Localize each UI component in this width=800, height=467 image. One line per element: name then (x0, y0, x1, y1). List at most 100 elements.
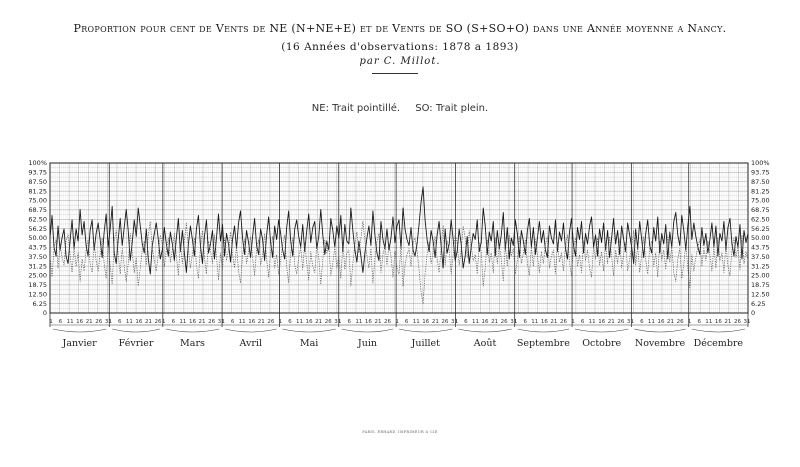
day-tick-label: 31 (105, 319, 112, 325)
day-tick-label: 6 (464, 319, 468, 325)
month-brace (691, 328, 746, 333)
month-brace (225, 328, 277, 333)
day-tick-label: 21 (199, 319, 206, 325)
day-tick-label: 21 (374, 319, 381, 325)
y-tick-label-right: 50.00 (751, 234, 770, 242)
day-tick-label: 1 (108, 319, 112, 325)
day-tick-label: 11 (648, 319, 655, 325)
day-tick-label: 16 (135, 319, 142, 325)
day-tick-label: 1 (279, 319, 283, 325)
day-tick-label: 6 (59, 319, 63, 325)
day-tick-label: 16 (598, 319, 605, 325)
day-tick-label: 11 (239, 319, 246, 325)
day-tick-label: 21 (86, 319, 93, 325)
day-tick-label: 16 (189, 319, 196, 325)
day-tick-label: 16 (715, 319, 722, 325)
day-tick-label: 16 (482, 319, 489, 325)
y-tick-label-right: 37.50 (751, 253, 770, 261)
day-tick-label: 11 (413, 319, 420, 325)
day-tick-label: 26 (155, 319, 162, 325)
day-tick-label: 31 (218, 319, 225, 325)
month-label: Août (473, 338, 497, 349)
day-tick-label: 6 (697, 319, 701, 325)
day-tick-label: 21 (550, 319, 557, 325)
day-tick-label: 26 (560, 319, 567, 325)
month-label: Février (119, 338, 154, 349)
y-tick-label-left: 100% (28, 159, 47, 167)
day-tick-label: 26 (267, 319, 274, 325)
day-tick-label: 21 (608, 319, 615, 325)
day-tick-label: 16 (248, 319, 255, 325)
day-tick-label: 6 (118, 319, 122, 325)
y-tick-label-right: 0 (751, 309, 755, 317)
day-tick-label: 1 (688, 319, 692, 325)
day-tick-label: 31 (510, 319, 517, 325)
day-tick-label: 16 (422, 319, 429, 325)
day-tick-label: 11 (126, 319, 133, 325)
y-tick-label-right: 25.00 (751, 272, 770, 280)
month-label: Septembre (517, 338, 570, 349)
y-tick-label-right: 81.25 (751, 187, 770, 195)
month-brace (165, 328, 220, 333)
day-tick-label: 26 (384, 319, 391, 325)
day-tick-label: 1 (455, 319, 459, 325)
day-tick-label: 11 (67, 319, 74, 325)
day-tick-label: 31 (744, 319, 751, 325)
legend: NE: Trait pointillé. SO: Trait plein. (0, 103, 800, 114)
y-tick-label-left: 75.00 (28, 197, 47, 205)
y-tick-label-right: 87.50 (751, 178, 770, 186)
day-tick-label: 31 (334, 319, 341, 325)
month-label: Janvier (62, 338, 98, 349)
chart-series (49, 186, 749, 305)
month-label: Mai (300, 338, 318, 349)
day-tick-label: 1 (221, 319, 225, 325)
day-tick-label: 6 (523, 319, 527, 325)
day-tick-label: 11 (355, 319, 362, 325)
legend-so: SO: Trait plein. (415, 103, 489, 114)
day-tick-label: 21 (491, 319, 498, 325)
chart-title: Proportion pour cent de Vents de NE (N+N… (73, 22, 727, 35)
day-tick-label: 26 (441, 319, 448, 325)
y-tick-label-left: 81.25 (28, 187, 47, 195)
y-tick-label-right: 75.00 (751, 197, 770, 205)
y-tick-label-left: 43.75 (28, 244, 47, 252)
day-tick-label: 11 (531, 319, 538, 325)
day-tick-label: 11 (589, 319, 596, 325)
month-label: Décembre (694, 338, 744, 349)
day-tick-label: 16 (365, 319, 372, 325)
day-tick-label: 21 (145, 319, 152, 325)
day-tick-label: 6 (640, 319, 644, 325)
y-tick-label-right: 18.75 (751, 281, 770, 289)
y-tick-label-left: 87.50 (28, 178, 47, 186)
y-tick-label-left: 0 (43, 309, 47, 317)
y-tick-label-right: 12.50 (751, 290, 770, 298)
y-tick-label-right: 56.25 (751, 225, 770, 233)
day-tick-label: 16 (541, 319, 548, 325)
y-tick-label-right: 62.50 (751, 215, 770, 223)
day-tick-label: 1 (162, 319, 166, 325)
day-tick-label: 31 (451, 319, 458, 325)
legend-ne: NE: Trait pointillé. (311, 103, 401, 114)
day-tick-label: 6 (405, 319, 409, 325)
month-brace (341, 328, 394, 333)
y-tick-label-left: 37.50 (28, 253, 47, 261)
day-tick-label: 26 (501, 319, 508, 325)
day-tick-label: 21 (667, 319, 674, 325)
month-label: Juin (357, 338, 377, 349)
day-tick-label: 1 (338, 319, 342, 325)
y-tick-label-right: 6.25 (751, 300, 765, 308)
day-tick-label: 21 (258, 319, 265, 325)
day-tick-label: 31 (627, 319, 634, 325)
month-label: Novembre (635, 338, 686, 349)
month-label: Juillet (411, 338, 441, 349)
printer-credit: PARIS, ERHARD, IMPRIMEUR & CIE (362, 430, 438, 434)
y-tick-label-left: 68.75 (28, 206, 47, 214)
day-tick-label: 26 (325, 319, 332, 325)
y-tick-label-left: 93.75 (28, 169, 47, 177)
y-tick-label-right: 43.75 (751, 244, 770, 252)
y-tick-label-left: 6.25 (33, 300, 47, 308)
day-tick-label: 1 (631, 319, 635, 325)
y-tick-label-left: 50.00 (28, 234, 47, 242)
chart-axes (49, 162, 749, 327)
